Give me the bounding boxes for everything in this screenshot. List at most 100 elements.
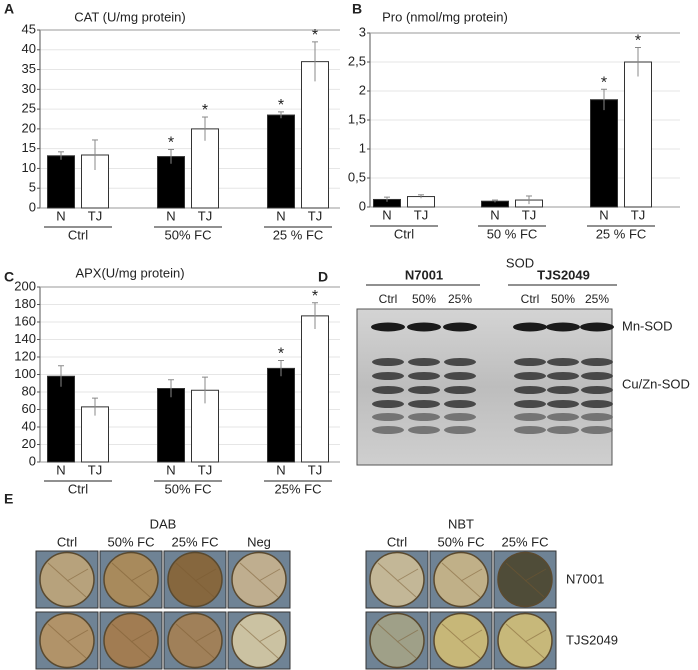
lane-label: Ctrl (379, 292, 398, 306)
chart-title: CAT (U/mg protein) (74, 9, 186, 24)
leaf-vein (239, 623, 281, 659)
cu-zn-sod-band (581, 386, 613, 394)
cu-zn-sod-band (547, 372, 579, 380)
series-label: TJ (198, 208, 212, 223)
cu-zn-sod-band (444, 386, 476, 394)
x-tick-label: Ctrl (394, 226, 414, 241)
series-label: N (490, 207, 499, 222)
mn-sod-band (443, 322, 477, 332)
column-label: 25% FC (502, 534, 549, 549)
y-tick-label: 10 (22, 160, 36, 175)
bar (624, 61, 652, 208)
series-label: TJ (88, 208, 102, 223)
mn-sod-band (546, 322, 580, 332)
y-tick-label: 200 (14, 278, 36, 293)
leaf-vein (441, 562, 483, 598)
bar (47, 155, 75, 209)
column-label: 50% FC (108, 534, 155, 549)
y-tick-label: 80 (22, 383, 36, 398)
cu-zn-sod-band (408, 372, 440, 380)
y-tick-label: 20 (22, 436, 36, 451)
y-tick-label: 100 (14, 366, 36, 381)
y-tick-label: 40 (22, 41, 36, 56)
x-tick-label: 25% FC (275, 481, 322, 496)
bar (191, 128, 219, 209)
cu-zn-sod-band (547, 386, 579, 394)
column-label: Ctrl (387, 534, 407, 549)
stain-label: DAB (150, 516, 177, 531)
y-tick-label: 120 (14, 348, 36, 363)
bar (157, 156, 185, 209)
significance-marker: * (278, 346, 284, 363)
series-label: TJ (88, 462, 102, 477)
y-tick-label: 15 (22, 140, 36, 155)
leaf-vein (47, 623, 89, 659)
column-label: 25% FC (172, 534, 219, 549)
y-tick-label: 40 (22, 418, 36, 433)
cu-zn-sod-band (514, 372, 546, 380)
y-tick-label: 2 (359, 82, 366, 97)
bar (590, 99, 618, 208)
mn-sod-band (371, 322, 405, 332)
column-label: Ctrl (57, 534, 77, 549)
cu-zn-sod-band (547, 358, 579, 366)
series-label: TJ (522, 207, 536, 222)
y-tick-label: 25 (22, 101, 36, 116)
row-label: TJS2049 (566, 632, 618, 647)
mn-sod-band (407, 322, 441, 332)
cu-zn-sod-band (581, 372, 613, 380)
gel-title: SOD (506, 255, 534, 270)
leaf-vein (441, 623, 483, 659)
x-tick-label: 25 % FC (596, 226, 647, 241)
series-label: N (382, 207, 391, 222)
cu-zn-sod-band (444, 400, 476, 408)
leaf-vein (47, 562, 89, 598)
cu-zn-sod-band (408, 413, 440, 421)
cu-zn-sod-band (444, 426, 476, 434)
cu-zn-sod-band (514, 400, 546, 408)
y-tick-label: 2,5 (348, 53, 366, 68)
y-tick-label: 60 (22, 401, 36, 416)
lane-label: Ctrl (521, 292, 540, 306)
panel-letter: E (4, 491, 13, 507)
leaf-vein (505, 623, 547, 659)
cu-zn-sod-band (581, 400, 613, 408)
series-label: N (276, 462, 285, 477)
cu-zn-sod-band (372, 400, 404, 408)
cu-zn-sod-band (547, 413, 579, 421)
x-tick-label: Ctrl (68, 481, 88, 496)
series-label: N (599, 207, 608, 222)
panel-letter: A (4, 1, 14, 17)
cu-zn-sod-band (444, 372, 476, 380)
cu-zn-sod-band (372, 358, 404, 366)
bar (267, 114, 295, 209)
leaf-vein (505, 562, 547, 598)
chart-title: Pro (nmol/mg protein) (382, 9, 508, 24)
series-label: TJ (414, 207, 428, 222)
series-label: N (166, 208, 175, 223)
cu-zn-sod-band (581, 413, 613, 421)
leaf-vein (377, 562, 419, 598)
bar (267, 367, 295, 463)
gel-group-label: N7001 (405, 267, 443, 282)
series-label: TJ (631, 207, 645, 222)
column-label: Neg (247, 534, 271, 549)
y-tick-label: 20 (22, 120, 36, 135)
leaf-vein (377, 623, 419, 659)
significance-marker: * (601, 74, 607, 91)
cu-zn-sod-band (372, 426, 404, 434)
y-tick-label: 5 (29, 180, 36, 195)
chart-title: APX(U/mg protein) (75, 265, 184, 280)
y-tick-label: 140 (14, 331, 36, 346)
lane-label: 25% (448, 292, 472, 306)
column-label: 50% FC (438, 534, 485, 549)
y-tick-label: 180 (14, 296, 36, 311)
mn-sod-band (580, 322, 614, 332)
series-label: TJ (198, 462, 212, 477)
y-tick-label: 30 (22, 81, 36, 96)
cu-zn-sod-band (372, 413, 404, 421)
stain-label: NBT (448, 516, 474, 531)
panel-letter: C (4, 269, 14, 285)
series-label: N (276, 208, 285, 223)
